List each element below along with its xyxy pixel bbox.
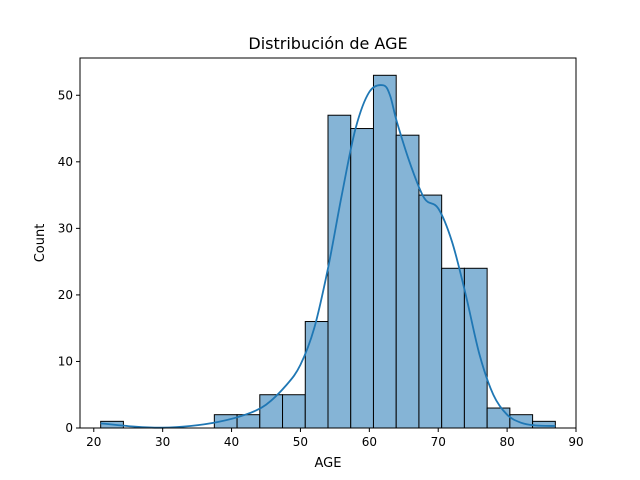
x-tick-label: 60 bbox=[362, 435, 377, 449]
y-tick-label: 20 bbox=[58, 288, 73, 302]
x-tick-label: 20 bbox=[86, 435, 101, 449]
x-tick-label: 80 bbox=[499, 435, 514, 449]
histogram-bar bbox=[441, 267, 465, 429]
y-axis-ticks: 0 10 20 30 40 50 bbox=[58, 88, 80, 435]
y-axis-label: Count bbox=[33, 224, 48, 263]
x-axis-label: AGE bbox=[315, 456, 342, 471]
histogram-bar bbox=[282, 394, 306, 429]
histogram-bar bbox=[372, 74, 397, 429]
y-tick-label: 40 bbox=[58, 155, 73, 169]
y-tick-label: 0 bbox=[65, 421, 73, 435]
histogram-bar bbox=[486, 407, 511, 429]
kde-curve bbox=[100, 84, 556, 429]
chart-title: Distribución de AGE bbox=[248, 34, 407, 53]
x-tick-label: 30 bbox=[155, 435, 170, 449]
x-tick-label: 50 bbox=[293, 435, 308, 449]
y-tick-label: 50 bbox=[58, 88, 73, 102]
x-tick-label: 70 bbox=[431, 435, 446, 449]
plot-frame bbox=[79, 57, 577, 429]
y-tick-label: 10 bbox=[58, 354, 73, 368]
histogram-bar bbox=[350, 128, 374, 429]
histogram-bar bbox=[463, 267, 488, 429]
bars-group bbox=[100, 74, 556, 429]
x-tick-label: 90 bbox=[568, 435, 583, 449]
x-axis-ticks: 20 30 40 50 60 70 80 90 bbox=[86, 428, 584, 449]
histogram-bar bbox=[418, 194, 443, 429]
histogram-bar bbox=[509, 414, 534, 429]
y-tick-label: 30 bbox=[58, 221, 73, 235]
x-tick-label: 40 bbox=[224, 435, 239, 449]
histogram-bar bbox=[304, 321, 329, 429]
